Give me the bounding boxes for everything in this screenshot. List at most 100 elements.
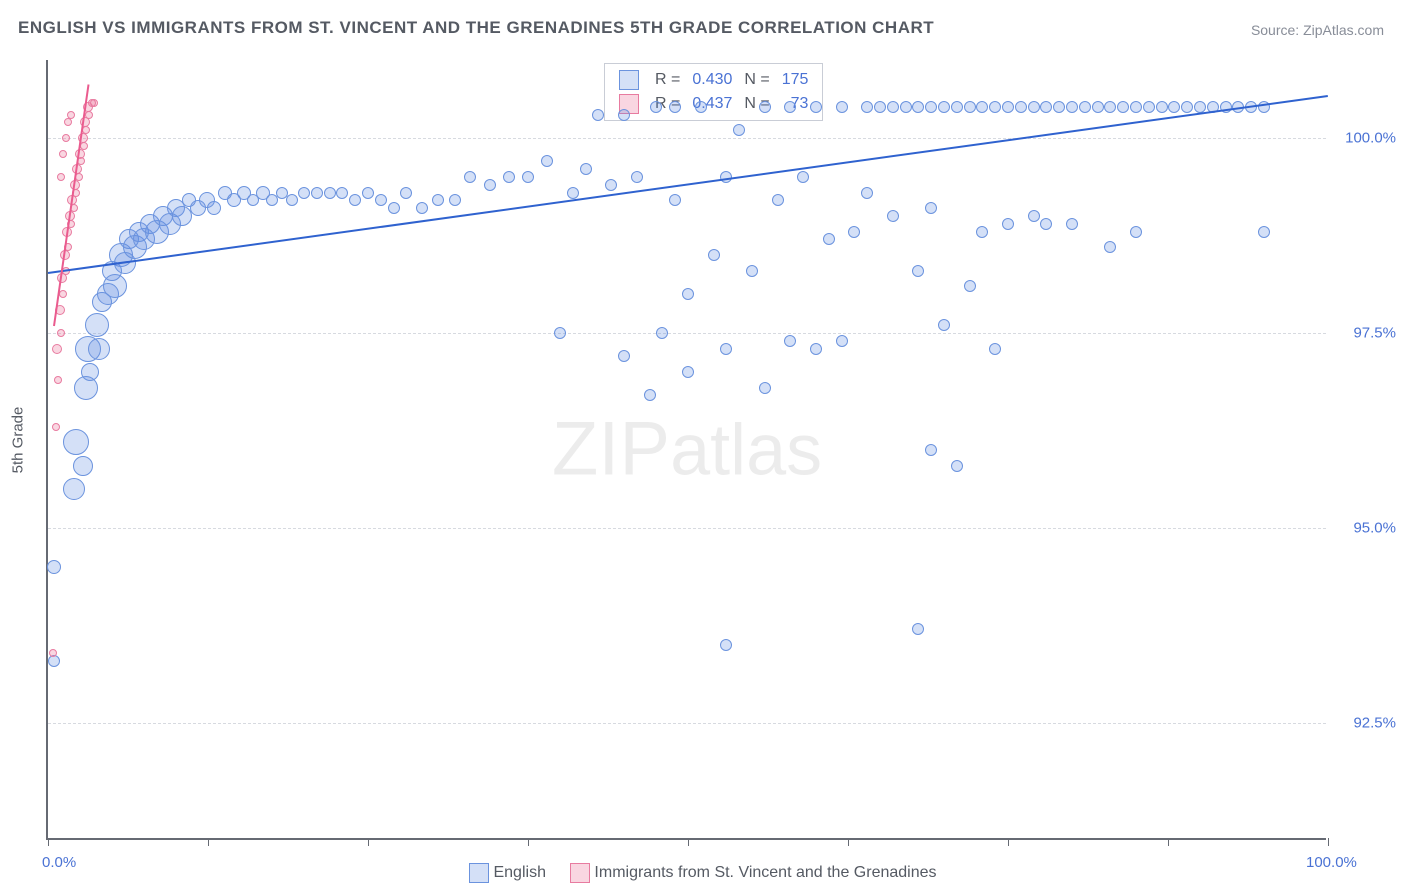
x-tick — [1008, 838, 1009, 846]
bubble-english — [836, 101, 848, 113]
bubble-english — [810, 343, 822, 355]
bubble-english — [1028, 210, 1040, 222]
bubble-english — [772, 194, 784, 206]
bubble-english — [720, 343, 732, 355]
bubble-english — [669, 194, 681, 206]
bubble-english — [1104, 101, 1116, 113]
bubble-english — [1130, 101, 1142, 113]
bubble-english — [733, 124, 745, 136]
legend-r-label: R = — [649, 68, 686, 92]
bubble-english — [650, 101, 662, 113]
source-prefix: Source: — [1251, 22, 1303, 38]
bubble-english — [951, 101, 963, 113]
bubble-english — [976, 101, 988, 113]
bubble-english — [1002, 218, 1014, 230]
bubble-english — [656, 327, 668, 339]
bubble-english — [810, 101, 822, 113]
bubble-english — [88, 338, 110, 360]
bubble-english — [759, 101, 771, 113]
bubble-english — [1143, 101, 1155, 113]
bubble-english — [1092, 101, 1104, 113]
bubble-english — [976, 226, 988, 238]
bubble-english — [912, 101, 924, 113]
bubble-english — [989, 101, 1001, 113]
bubble-english — [503, 171, 515, 183]
bubble-english — [925, 444, 937, 456]
bubble-english — [925, 202, 937, 214]
bubble-svg — [67, 111, 75, 119]
x-tick — [1168, 838, 1169, 846]
bubble-english — [554, 327, 566, 339]
bubble-english — [1168, 101, 1180, 113]
bubble-english — [592, 109, 604, 121]
bubble-english — [1015, 101, 1027, 113]
bubble-english — [631, 171, 643, 183]
gridline — [48, 333, 1326, 334]
gridline — [48, 528, 1326, 529]
bubble-english — [1040, 218, 1052, 230]
bubble-english — [1130, 226, 1142, 238]
bubble-english — [669, 101, 681, 113]
y-tick-label: 100.0% — [1336, 130, 1396, 147]
bubble-english — [388, 202, 400, 214]
source-link[interactable]: ZipAtlas.com — [1303, 22, 1384, 38]
bubble-english — [938, 101, 950, 113]
y-tick-label: 97.5% — [1336, 325, 1396, 342]
bubble-svg — [54, 376, 62, 384]
bubble-english — [861, 187, 873, 199]
bubble-english — [47, 560, 61, 574]
bubble-english — [618, 350, 630, 362]
bubble-english — [81, 363, 99, 381]
bubble-english — [848, 226, 860, 238]
legend-r-value: 0.437 — [686, 92, 738, 116]
bubble-english — [375, 194, 387, 206]
bubble-english — [85, 313, 109, 337]
bubble-english — [103, 274, 127, 298]
y-axis-label: 5th Grade — [10, 407, 27, 474]
x-tick — [848, 838, 849, 846]
bubble-english — [449, 194, 461, 206]
bubble-english — [784, 335, 796, 347]
legend-item-english: English — [469, 863, 545, 883]
watermark: ZIPatlas — [552, 406, 822, 493]
bubble-english — [324, 187, 336, 199]
bubble-english — [311, 187, 323, 199]
bubble-english — [336, 187, 348, 199]
bubble-english — [416, 202, 428, 214]
bubble-svg — [57, 173, 65, 181]
chart-title: ENGLISH VS IMMIGRANTS FROM ST. VINCENT A… — [18, 18, 934, 38]
bubble-english — [861, 101, 873, 113]
bubble-english — [349, 194, 361, 206]
swatch-english — [619, 70, 639, 90]
bubble-english — [682, 366, 694, 378]
x-tick — [1328, 838, 1329, 846]
bubble-english — [964, 280, 976, 292]
bubble-english — [1104, 241, 1116, 253]
bubble-english — [522, 171, 534, 183]
plot-area: ZIPatlas R = 0.430 N = 175 R = 0.437 N =… — [46, 60, 1326, 840]
source-attribution: Source: ZipAtlas.com — [1251, 22, 1384, 38]
bubble-english — [912, 623, 924, 635]
x-tick — [688, 838, 689, 846]
bubble-english — [567, 187, 579, 199]
bubble-english — [887, 101, 899, 113]
bubble-svg — [64, 118, 72, 126]
swatch-svg — [570, 863, 590, 883]
bubble-english — [823, 233, 835, 245]
bubble-english — [207, 201, 221, 215]
bubble-english — [1258, 226, 1270, 238]
trendline-english — [48, 95, 1328, 274]
gridline — [48, 723, 1326, 724]
bubble-svg — [82, 126, 90, 134]
bubble-english — [912, 265, 924, 277]
legend-r-value: 0.430 — [686, 68, 738, 92]
bubble-english — [746, 265, 758, 277]
bubble-english — [73, 456, 93, 476]
legend-item-svg: Immigrants from St. Vincent and the Gren… — [570, 863, 936, 883]
bubble-svg — [57, 329, 65, 337]
bubble-english — [1079, 101, 1091, 113]
bubble-english — [720, 639, 732, 651]
bubble-english — [682, 288, 694, 300]
bubble-english — [1066, 101, 1078, 113]
bubble-english — [605, 179, 617, 191]
